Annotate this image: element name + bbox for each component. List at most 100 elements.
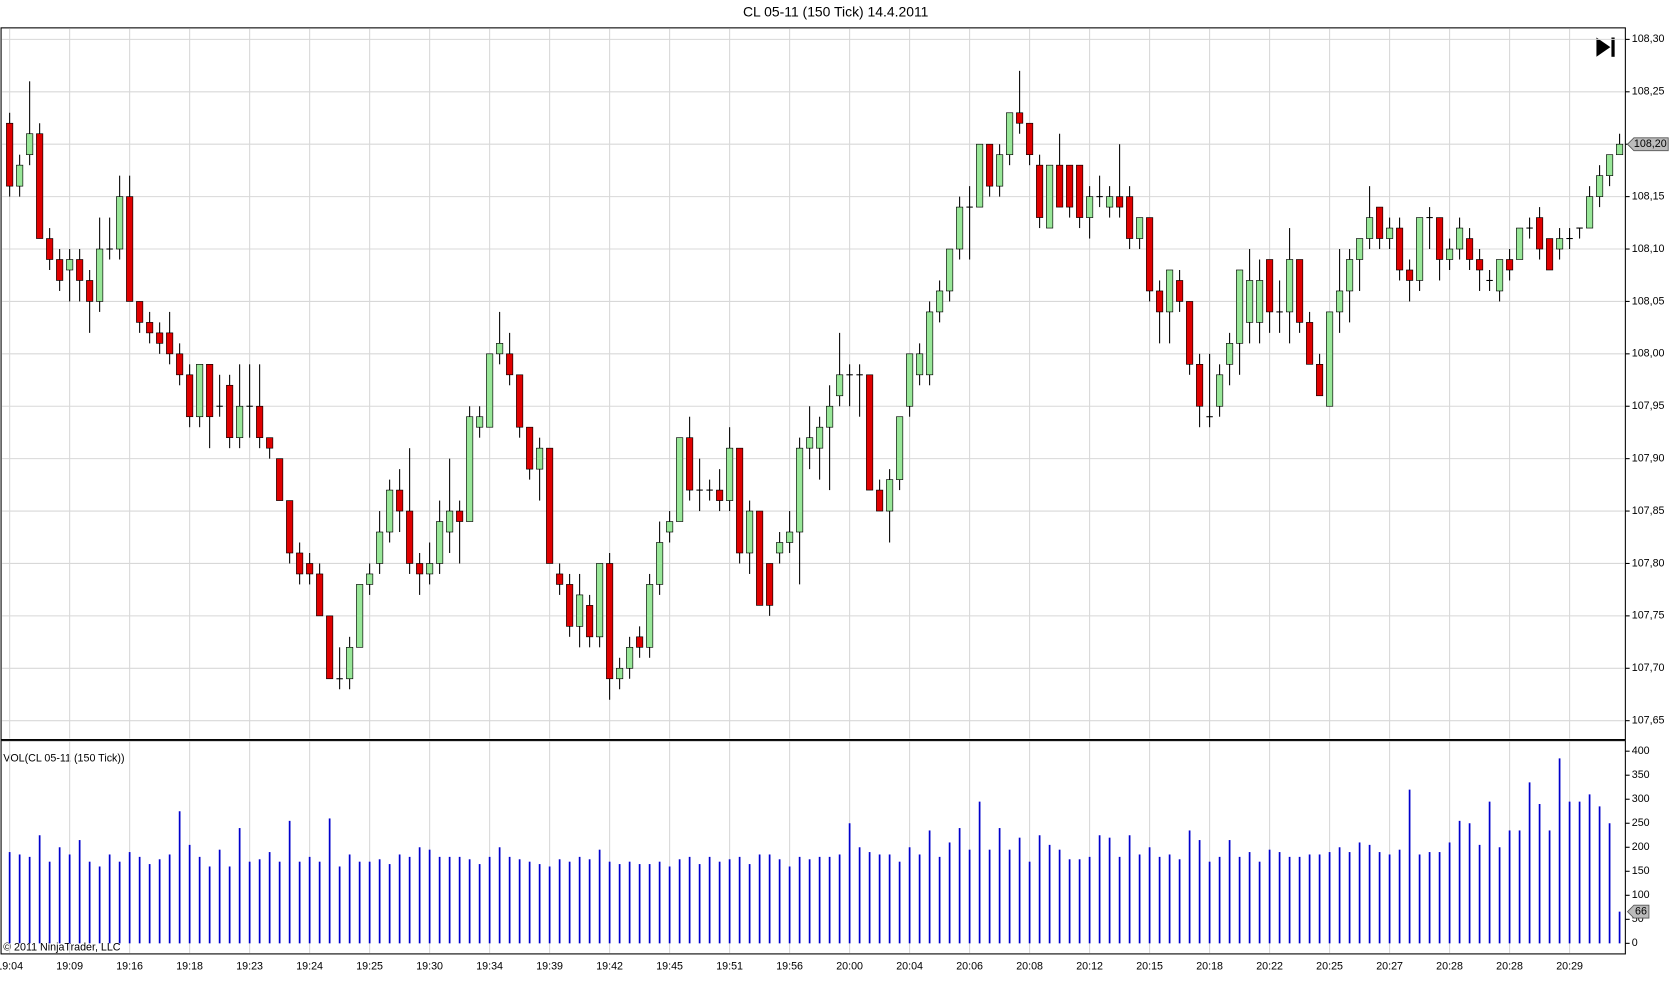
candle-body (646, 584, 654, 648)
candle-body (546, 447, 554, 564)
candle-body (1026, 122, 1034, 156)
candle-body (856, 374, 863, 376)
x-tick-label: 20:06 (956, 961, 983, 973)
candle-body (256, 405, 264, 439)
candle-body (16, 164, 24, 187)
candle-body (246, 405, 253, 407)
x-tick-label: 19:16 (116, 961, 143, 973)
last-price-label: 108,20 (1634, 138, 1667, 150)
x-tick-label: 20:08 (1016, 961, 1043, 973)
candle-body (1056, 164, 1064, 208)
candle-body (1076, 164, 1084, 218)
candle-body (1586, 196, 1594, 229)
candle-body (1166, 269, 1174, 313)
candle-body (446, 510, 454, 533)
candle-body (316, 573, 324, 617)
candle-body (1516, 227, 1524, 260)
candle-body (946, 248, 954, 292)
candle-body (1446, 248, 1454, 260)
candle-body (1526, 227, 1533, 229)
candle-body (916, 353, 924, 376)
x-tick-label: 20:15 (1136, 961, 1163, 973)
candle-body (936, 290, 944, 313)
candle-body (1596, 175, 1604, 197)
candle-body (396, 489, 404, 512)
candle-body (1346, 259, 1354, 292)
candle-body (1186, 301, 1194, 365)
candle-body (66, 259, 74, 271)
candle-body (976, 143, 984, 208)
candle-body (526, 426, 534, 470)
candle-body (566, 584, 574, 627)
price-panel (0, 27, 1626, 741)
candle-body (116, 196, 124, 250)
candle-body (426, 563, 434, 575)
candle-body (1066, 164, 1074, 208)
candle-body (1566, 238, 1573, 240)
end-bar-icon[interactable] (1611, 37, 1615, 57)
candle-body (726, 447, 734, 501)
candle-body (1616, 143, 1624, 156)
volume-label: VOL(CL 05-11 (150 Tick)) (3, 753, 124, 765)
candle-body (1086, 196, 1094, 218)
candle-body (1426, 217, 1433, 219)
candle-body (1256, 280, 1264, 323)
candle-body (176, 353, 184, 376)
candle-body (356, 584, 364, 648)
candle-body (1266, 259, 1274, 313)
candle-body (86, 280, 94, 302)
candle-body (266, 437, 274, 449)
y-tick-label: 108,10 (1632, 243, 1665, 255)
candle-body (696, 489, 703, 491)
x-tick-label: 19:23 (236, 961, 263, 973)
candle-body (1046, 164, 1054, 229)
x-tick-label: 20:18 (1196, 961, 1223, 973)
candle-body (1336, 290, 1344, 313)
x-tick-label: 19:18 (176, 961, 203, 973)
play-icon[interactable] (1596, 37, 1611, 57)
candle-body (126, 196, 134, 302)
candle-body (806, 437, 814, 449)
candle-body (1286, 259, 1294, 313)
candle-body (1016, 112, 1024, 124)
candle-body (1536, 217, 1544, 250)
candle-body (1196, 363, 1204, 407)
candle-body (766, 563, 774, 606)
candle-body (76, 259, 84, 281)
go-to-end-button[interactable] (1596, 37, 1615, 57)
x-tick-label: 20:27 (1376, 961, 1403, 973)
candle-body (626, 646, 634, 669)
candle-body (136, 301, 144, 323)
copyright: © 2011 NinjaTrader, LLC (3, 941, 121, 953)
candle-body (1106, 196, 1114, 208)
candle-body (1176, 280, 1184, 302)
candle-body (296, 552, 304, 575)
candle-body (376, 531, 384, 564)
candle-body (686, 437, 694, 491)
candle-body (1006, 112, 1014, 156)
candle-body (746, 510, 754, 554)
x-tick-label: 20:04 (896, 961, 923, 973)
x-tick-label: 19:04 (0, 961, 23, 973)
candle-body (1036, 164, 1044, 218)
y-tick-label: 107,95 (1632, 400, 1665, 412)
candle-body (676, 437, 684, 522)
candle-body (96, 248, 104, 302)
candle-body (1466, 238, 1474, 260)
candle-body (836, 374, 844, 397)
x-tick-label: 20:12 (1076, 961, 1103, 973)
candle-body (1096, 196, 1103, 198)
candle-body (1506, 259, 1514, 271)
candle-body (846, 374, 853, 376)
candle-body (1356, 238, 1364, 260)
last-volume-marker (1626, 904, 1650, 919)
candle-body (1146, 217, 1154, 292)
x-tick-label: 19:39 (536, 961, 563, 973)
candle-body (1326, 311, 1334, 407)
y-tick-label: 50 (1632, 913, 1644, 925)
candle-body (1606, 154, 1614, 176)
candle-body (106, 248, 113, 250)
y-tick-label: 108,00 (1632, 348, 1665, 360)
candle-body (516, 374, 524, 428)
